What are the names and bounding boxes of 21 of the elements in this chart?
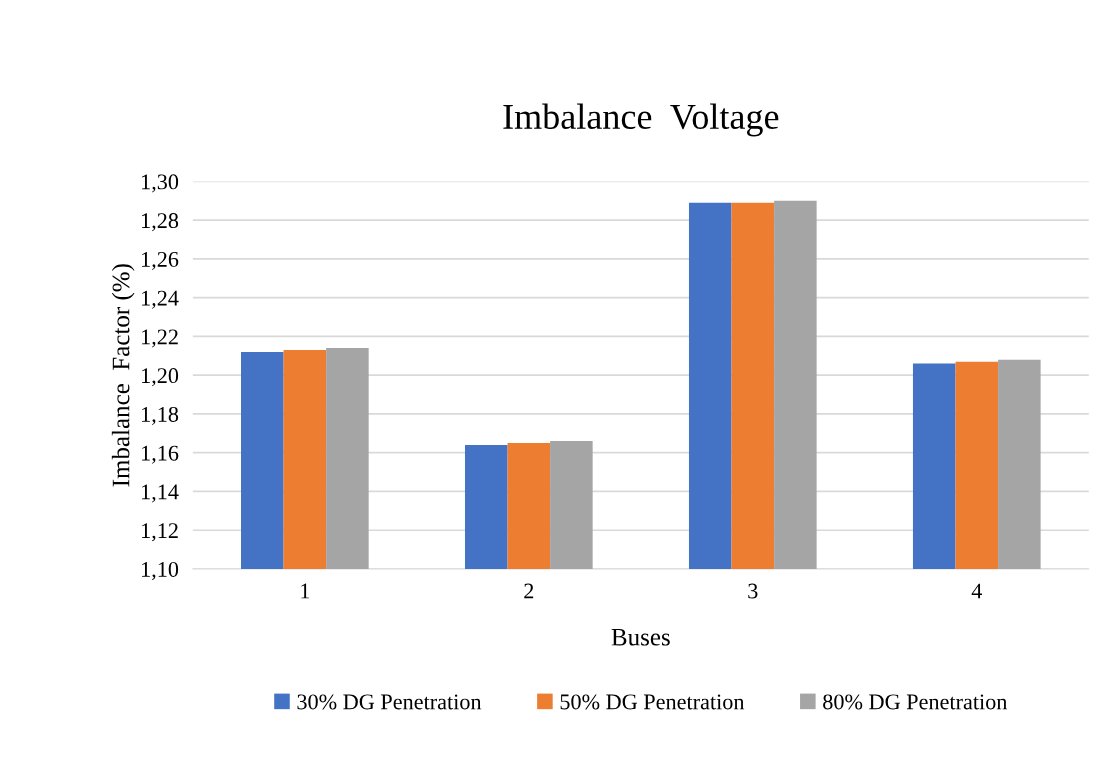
y-tick-label: 1,18 <box>142 406 179 426</box>
x-tick-label: 3 <box>748 583 758 599</box>
y-tick-label: 1,12 <box>142 523 178 542</box>
y-tick-label: 1,16 <box>142 445 179 464</box>
y-tick-label: 1,14 <box>142 484 179 503</box>
y-tick-label: 1,20 <box>142 368 179 387</box>
legend-label: 50% DG Penetration <box>560 694 745 710</box>
y-axis-title: Imbalance Factor (%) <box>111 264 135 487</box>
legend-label: 80% DG Penetration <box>823 694 1008 710</box>
x-tick-label: 1 <box>301 583 310 599</box>
legend-label: 30% DG Penetration <box>297 694 482 710</box>
x-tick-label: 2 <box>524 583 534 599</box>
x-axis-title: Buses <box>611 628 670 646</box>
y-tick-label: 1,28 <box>142 213 179 232</box>
y-tick-label: 1,26 <box>142 251 179 271</box>
y-tick-label: 1,10 <box>142 561 179 581</box>
y-tick-label: 1,30 <box>142 174 179 193</box>
chart-title: Imbalance Voltage <box>503 103 779 137</box>
y-tick-label: 1,22 <box>142 329 178 348</box>
x-tick-label: 4 <box>971 583 982 599</box>
y-tick-label: 1,24 <box>142 290 179 309</box>
